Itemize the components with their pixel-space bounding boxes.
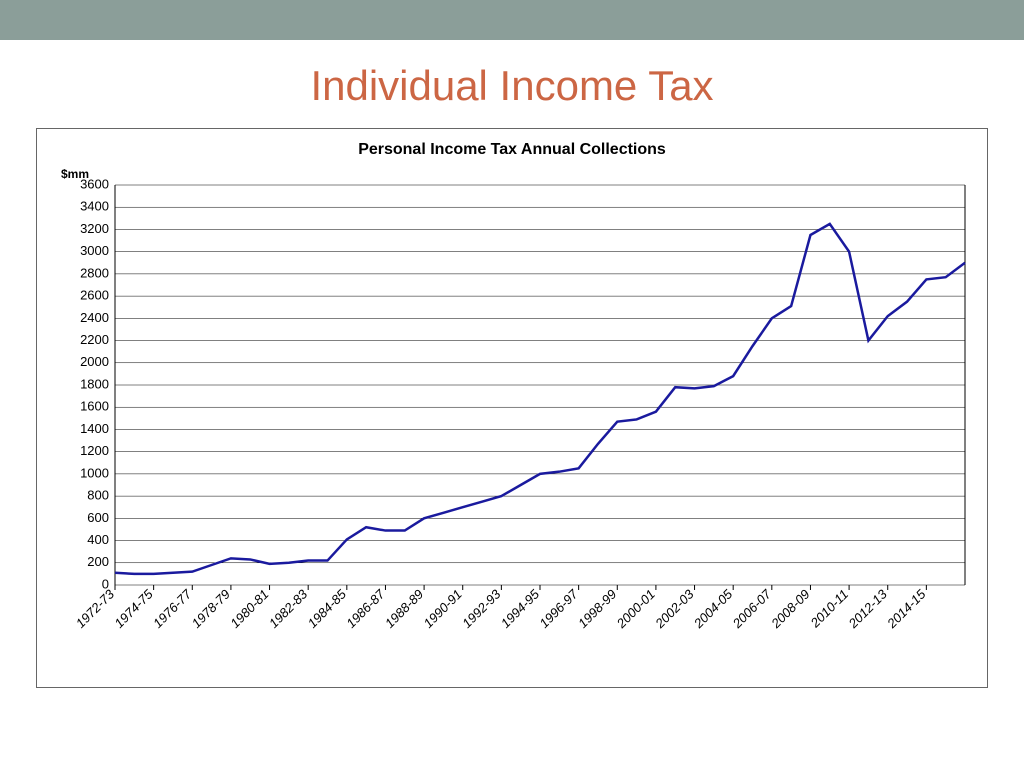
svg-text:2600: 2600 [80, 288, 109, 303]
svg-text:1600: 1600 [80, 399, 109, 414]
svg-text:2004-05: 2004-05 [690, 586, 736, 632]
svg-text:1996-97: 1996-97 [536, 586, 581, 631]
svg-text:1988-89: 1988-89 [382, 587, 426, 631]
svg-text:1992-93: 1992-93 [459, 586, 504, 631]
svg-text:2012-13: 2012-13 [845, 586, 891, 632]
chart-container: Personal Income Tax Annual Collections $… [36, 128, 988, 688]
header-bar [0, 0, 1024, 40]
svg-text:2200: 2200 [80, 332, 109, 347]
svg-text:3200: 3200 [80, 221, 109, 236]
svg-text:1984-85: 1984-85 [305, 586, 350, 631]
svg-text:2000: 2000 [80, 354, 109, 369]
svg-text:1978-79: 1978-79 [189, 587, 233, 631]
svg-text:3400: 3400 [80, 199, 109, 214]
svg-text:800: 800 [87, 488, 109, 503]
svg-text:1994-95: 1994-95 [498, 586, 543, 631]
svg-text:2006-07: 2006-07 [729, 586, 775, 632]
svg-text:2008-09: 2008-09 [768, 587, 813, 632]
svg-text:1972-73: 1972-73 [73, 586, 118, 631]
svg-text:1974-75: 1974-75 [111, 586, 156, 631]
svg-text:2014-15: 2014-15 [883, 586, 929, 632]
svg-text:1980-81: 1980-81 [227, 587, 271, 631]
svg-text:2400: 2400 [80, 310, 109, 325]
svg-text:1976-77: 1976-77 [150, 586, 195, 631]
chart-plot-area: 0200400600800100012001400160018002000220… [115, 185, 965, 585]
svg-text:1990-91: 1990-91 [420, 587, 464, 631]
svg-text:1000: 1000 [80, 465, 109, 480]
svg-text:1986-87: 1986-87 [343, 586, 388, 631]
svg-text:1400: 1400 [80, 421, 109, 436]
svg-text:3600: 3600 [80, 176, 109, 191]
svg-text:3000: 3000 [80, 243, 109, 258]
svg-text:1982-83: 1982-83 [266, 586, 311, 631]
svg-text:1998-99: 1998-99 [575, 587, 619, 631]
chart-title: Personal Income Tax Annual Collections [55, 141, 969, 159]
svg-text:600: 600 [87, 510, 109, 525]
page-title: Individual Income Tax [0, 62, 1024, 110]
svg-text:2010-11: 2010-11 [807, 587, 851, 631]
svg-text:1800: 1800 [80, 376, 109, 391]
chart-svg: 0200400600800100012001400160018002000220… [115, 185, 965, 585]
svg-text:1200: 1200 [80, 443, 109, 458]
svg-text:2800: 2800 [80, 265, 109, 280]
svg-text:200: 200 [87, 554, 109, 569]
svg-text:400: 400 [87, 532, 109, 547]
svg-text:2000-01: 2000-01 [613, 587, 658, 632]
svg-text:2002-03: 2002-03 [652, 586, 698, 632]
